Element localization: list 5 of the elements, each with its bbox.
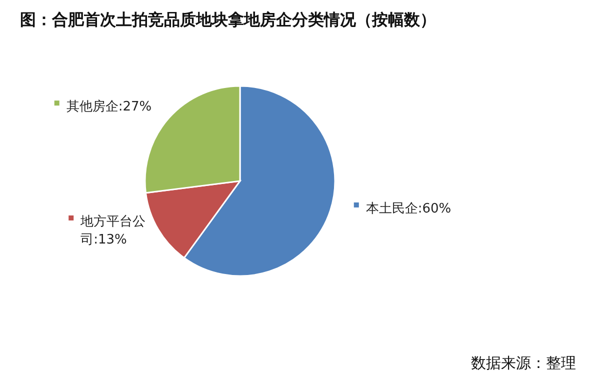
legend-label: 其他房企:27% xyxy=(66,98,152,114)
legend-label: 本土民企:60% xyxy=(366,200,452,216)
chart-title: 图：合肥首次土拍竞品质地块拿地房企分类情况（按幅数） xyxy=(20,10,436,31)
legend-label: 地方平台公司:13% xyxy=(80,212,146,248)
source-note: 数据来源：整理 xyxy=(471,354,576,373)
